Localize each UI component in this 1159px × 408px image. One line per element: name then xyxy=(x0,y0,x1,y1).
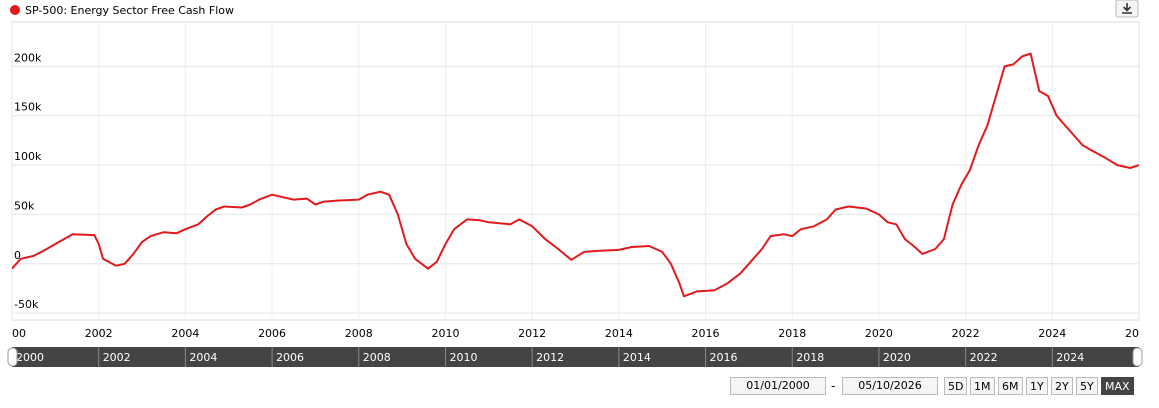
x-tick-label: 2006 xyxy=(258,327,286,340)
navigator-label: 2022 xyxy=(970,351,998,364)
navigator-label: 2018 xyxy=(796,351,824,364)
x-tick-label: 2020 xyxy=(865,327,893,340)
navigator-label: 2010 xyxy=(449,351,477,364)
navigator-label: 2002 xyxy=(103,351,131,364)
navigator-label: 2024 xyxy=(1056,351,1084,364)
range-button[interactable]: 2Y xyxy=(1051,377,1073,395)
legend-dot xyxy=(10,5,20,15)
y-tick-label: 150k xyxy=(14,101,42,114)
navigator-handle[interactable] xyxy=(7,347,18,367)
navigator-handle[interactable] xyxy=(1132,347,1143,367)
range-button[interactable]: 1M xyxy=(970,377,995,395)
range-button[interactable]: 5Y xyxy=(1076,377,1098,395)
navigator-label: 2016 xyxy=(710,351,738,364)
navigator-bar xyxy=(12,347,1139,367)
navigator-label: 2006 xyxy=(276,351,304,364)
x-tick-label: 2026 xyxy=(1125,327,1153,340)
navigator-label: 2014 xyxy=(623,351,651,364)
navigator-label: 2020 xyxy=(883,351,911,364)
chart-title: SP-500: Energy Sector Free Cash Flow xyxy=(25,4,234,17)
navigator-label: 2026 xyxy=(1143,351,1159,364)
date-from[interactable]: 01/01/2000 xyxy=(730,377,826,395)
range-button[interactable]: MAX xyxy=(1101,377,1134,395)
x-tick-label: 2008 xyxy=(345,327,373,340)
y-tick-label: 100k xyxy=(14,150,42,163)
y-tick-label: 50k xyxy=(14,199,35,212)
date-to[interactable]: 05/10/2026 xyxy=(842,377,938,395)
navigator-label: 2000 xyxy=(16,351,44,364)
range-button[interactable]: 6M xyxy=(998,377,1023,395)
y-tick-label: 0 xyxy=(14,249,21,262)
navigator-label: 2012 xyxy=(536,351,564,364)
x-tick-label: 2012 xyxy=(518,327,546,340)
navigator-label: 2008 xyxy=(363,351,391,364)
x-tick-label: 2010 xyxy=(431,327,459,340)
y-tick-label: -50k xyxy=(14,298,39,311)
x-tick-label: 2002 xyxy=(85,327,113,340)
date-separator: - xyxy=(831,379,836,393)
navigator-label: 2004 xyxy=(189,351,217,364)
download-icon xyxy=(1122,3,1132,14)
x-tick-label: 2024 xyxy=(1038,327,1066,340)
y-tick-label: 200k xyxy=(14,51,42,64)
range-button[interactable]: 1Y xyxy=(1026,377,1048,395)
x-tick-label: 2004 xyxy=(171,327,199,340)
line-series xyxy=(12,52,1139,298)
x-tick-label: 2016 xyxy=(692,327,720,340)
range-button[interactable]: 5D xyxy=(944,377,968,395)
x-tick-label: 2014 xyxy=(605,327,633,340)
x-tick-label: 2018 xyxy=(778,327,806,340)
x-tick-label: 2022 xyxy=(952,327,980,340)
x-tick-label: 2000 xyxy=(0,327,26,340)
